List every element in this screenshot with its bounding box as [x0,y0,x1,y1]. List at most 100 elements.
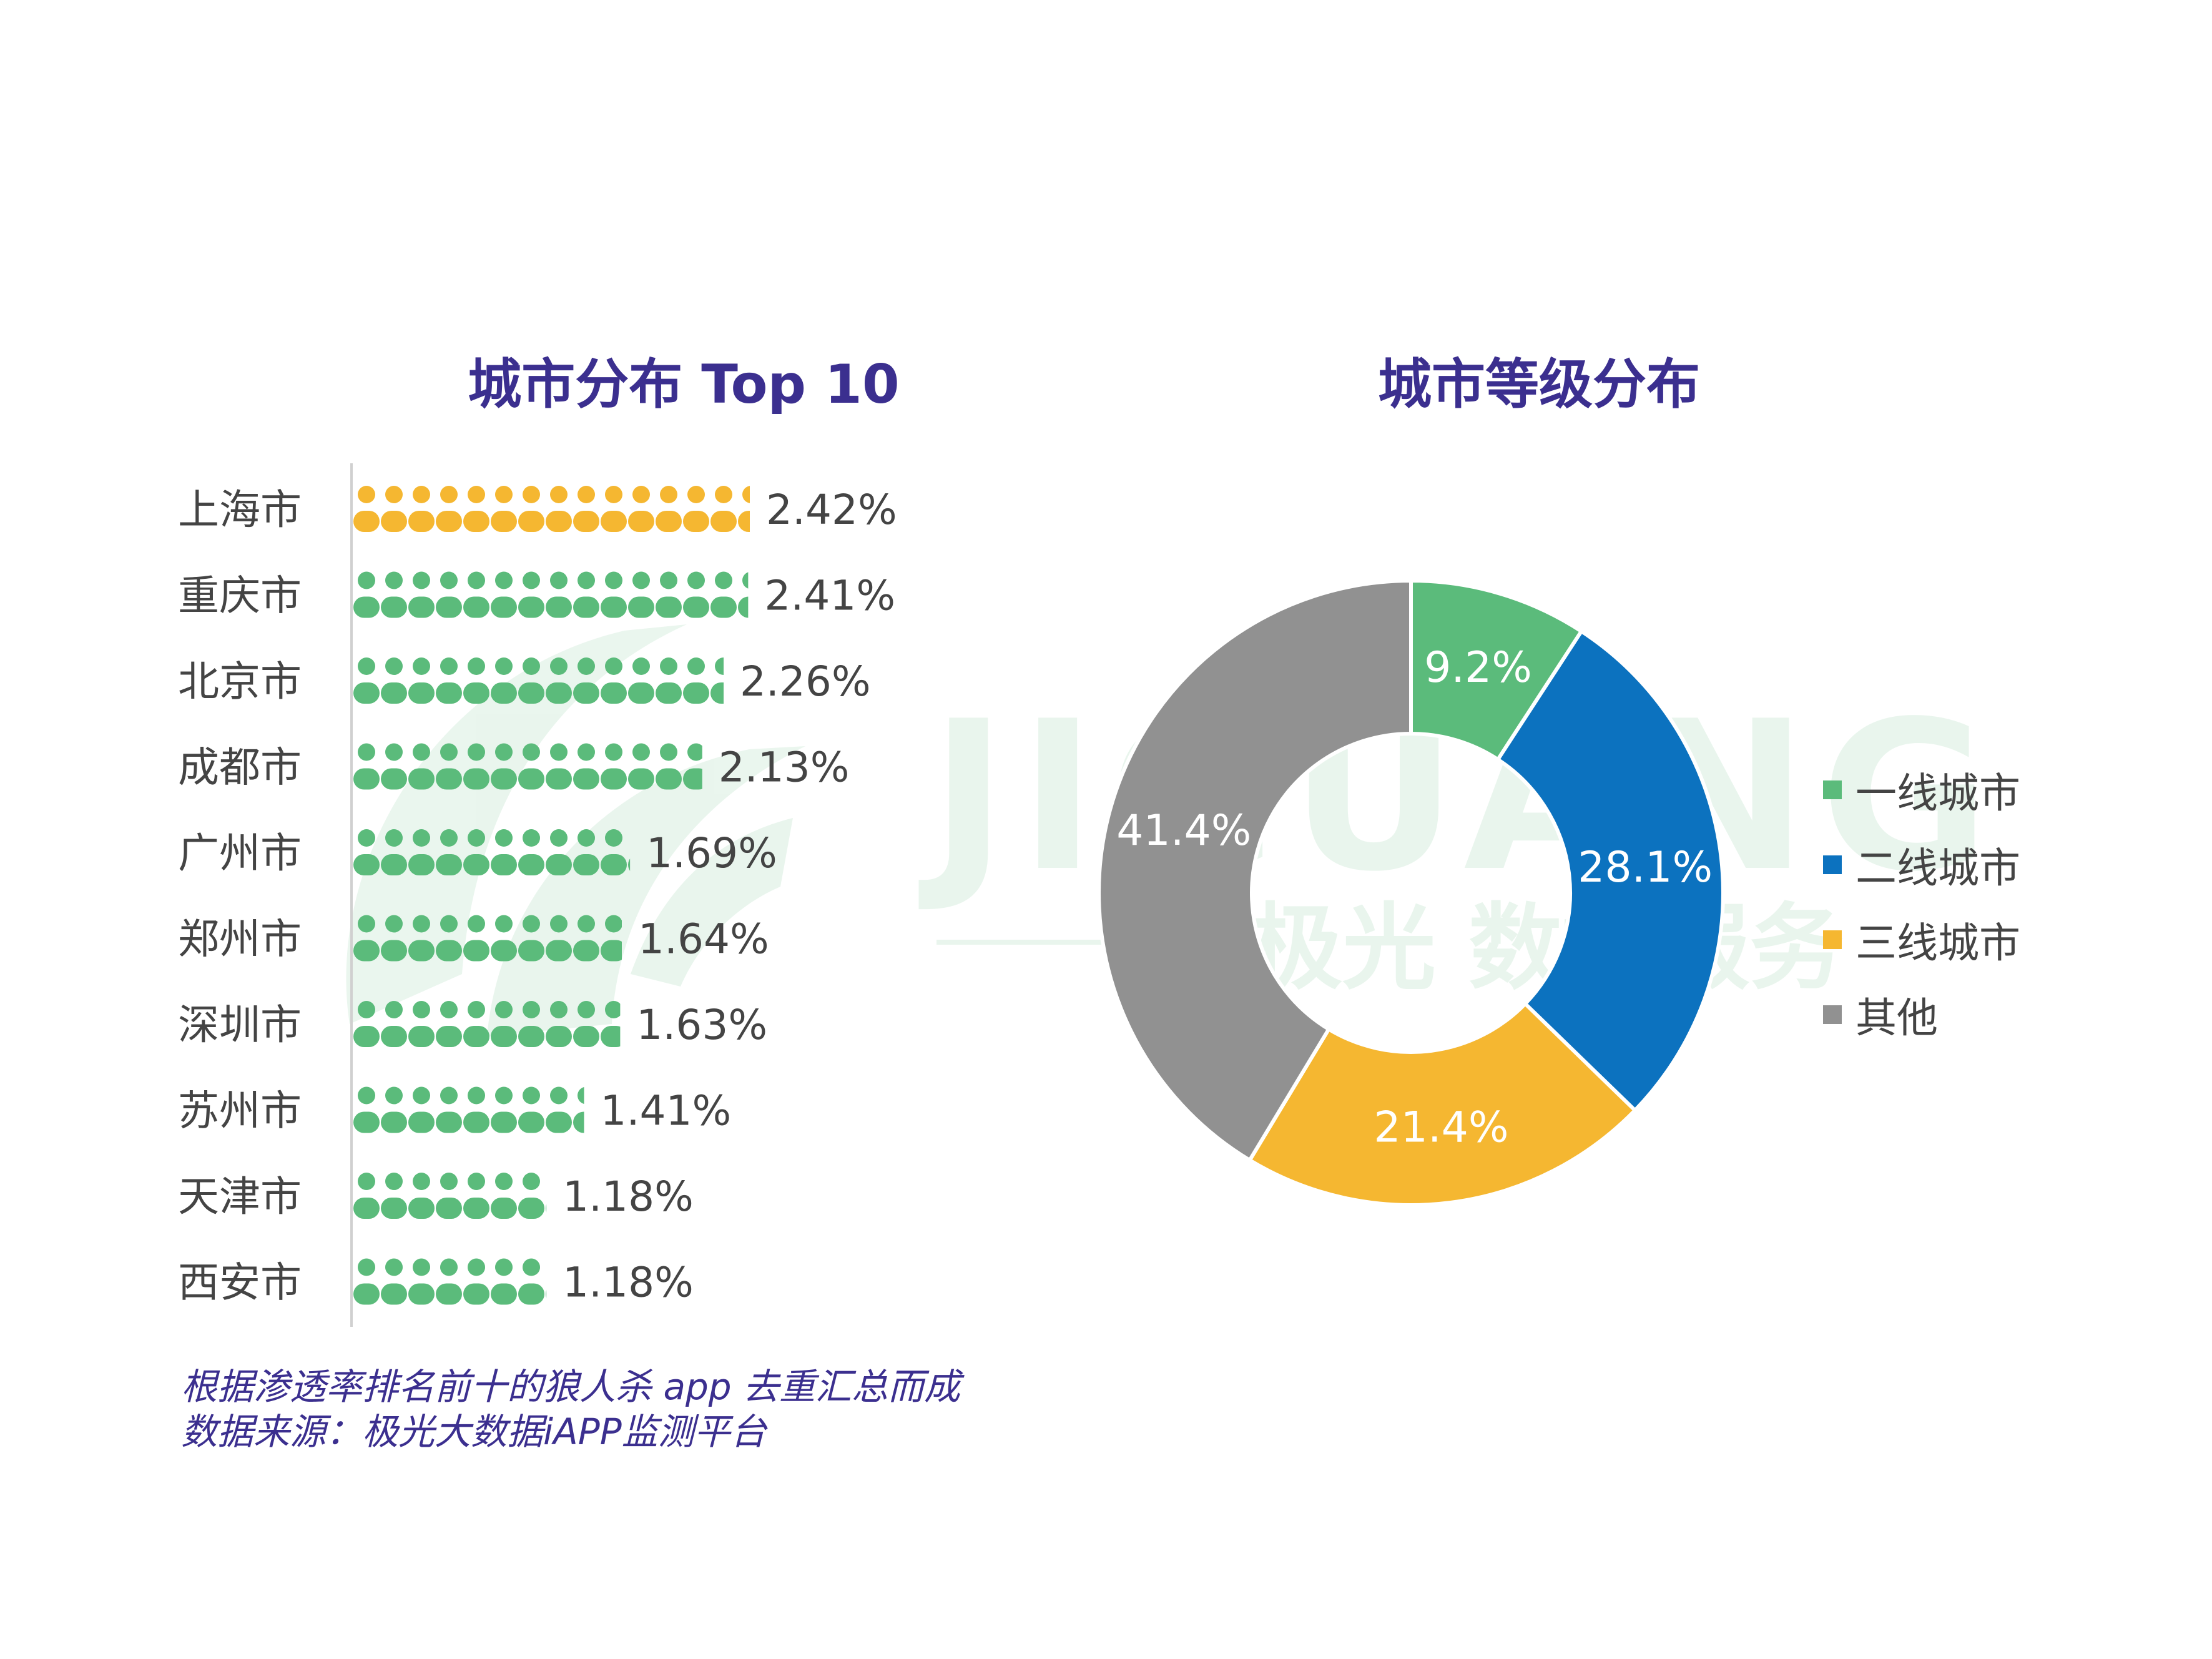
donut-chart-title: 城市等级分布 [1378,353,1700,416]
person-icon [436,743,462,790]
person-icon [408,743,435,790]
person-icon [353,571,380,618]
person-icon [546,571,572,618]
person-icon [463,1258,489,1305]
person-icon [518,1001,544,1047]
person-icon [463,743,489,790]
person-icon [408,571,435,618]
person-icon [546,1086,572,1133]
person-icon [546,743,572,790]
bar [353,1258,547,1305]
value-label: 1.63% [636,1001,767,1049]
person-icon [381,915,407,962]
category-label: 深圳市 [178,1001,302,1049]
person-icon [381,571,407,618]
person-icon [353,486,380,532]
person-icon [518,657,544,704]
person-icon [381,657,407,704]
donut-slice [1097,578,1413,1163]
person-icon [463,829,489,875]
person-icon [353,743,380,790]
person-icon [408,1173,435,1219]
person-icon [573,1001,599,1047]
person-icon [408,1086,435,1133]
legend-item-tier2: 二线城市 [1823,827,2020,902]
value-label: 2.42% [766,486,897,534]
person-icon [683,486,709,532]
person-icon [683,743,702,790]
legend-label: 一线城市 [1856,769,2020,817]
person-icon [628,743,654,790]
legend-item-tier3: 三线城市 [1823,902,2020,977]
person-icon [436,486,462,532]
person-icon [463,657,489,704]
footnote-line-source: 数据来源：极光大数据iAPP监测平台 [181,1410,767,1453]
legend-swatch [1823,780,1842,799]
person-icon [710,657,724,704]
person-icon [628,486,654,532]
person-icon [436,571,462,618]
category-label: 郑州市 [178,915,302,963]
person-icon [518,1258,544,1305]
person-icon [491,571,517,618]
legend-label: 三线城市 [1856,919,2020,967]
person-icon [353,1258,380,1305]
bar [353,486,750,532]
person-icon [573,743,599,790]
value-label: 1.18% [563,1173,694,1221]
bar [353,915,622,962]
category-label: 苏州市 [178,1087,302,1135]
person-icon [381,1086,407,1133]
bar-chart-title: 城市分布 Top 10 [468,353,900,416]
person-icon [546,1290,547,1298]
category-label: 北京市 [178,657,302,706]
person-icon [518,743,544,790]
person-icon [436,1086,462,1133]
person-icon [436,829,462,875]
value-label: 1.64% [638,915,769,963]
person-icon [738,486,750,532]
person-icon [601,657,627,704]
person-icon [601,915,622,962]
value-label: 2.26% [740,657,871,706]
person-icon [353,1173,380,1219]
person-icon [491,1173,517,1219]
footnote: 根据渗透率排名前十的狼人杀 app 去重汇总而成 数据来源：极光大数据iAPP监… [181,1364,960,1454]
person-icon [518,829,544,875]
person-icon [353,657,380,704]
slice-label: 28.1% [1578,843,1713,892]
person-icon [491,743,517,790]
category-label: 天津市 [178,1173,302,1221]
person-icon [710,486,737,532]
person-icon [546,486,572,532]
person-icon [601,743,627,790]
slice-label: 9.2% [1424,643,1532,692]
watermark-rule [936,940,1211,945]
person-icon [491,1258,517,1305]
person-icon [353,1086,380,1133]
person-icon [601,1001,621,1047]
person-icon [518,1086,544,1133]
person-icon [463,1001,489,1047]
person-icon [491,486,517,532]
person-icon [738,572,749,618]
person-icon [656,486,682,532]
watermark-logo-icon [346,624,805,1036]
value-label: 1.41% [601,1087,732,1135]
person-icon [408,486,435,532]
person-icon [436,1001,462,1047]
category-label: 西安市 [178,1259,302,1307]
person-icon [573,1086,584,1133]
person-icon [628,571,654,618]
person-icon [463,571,489,618]
donut-slice [1495,628,1725,1113]
person-icon [601,571,627,618]
person-icon [573,657,599,704]
person-icon [628,859,631,871]
person-icon [491,915,517,962]
person-icon [381,743,407,790]
person-icon [463,1086,489,1133]
value-label: 1.18% [563,1259,694,1307]
category-label: 广州市 [178,829,302,877]
